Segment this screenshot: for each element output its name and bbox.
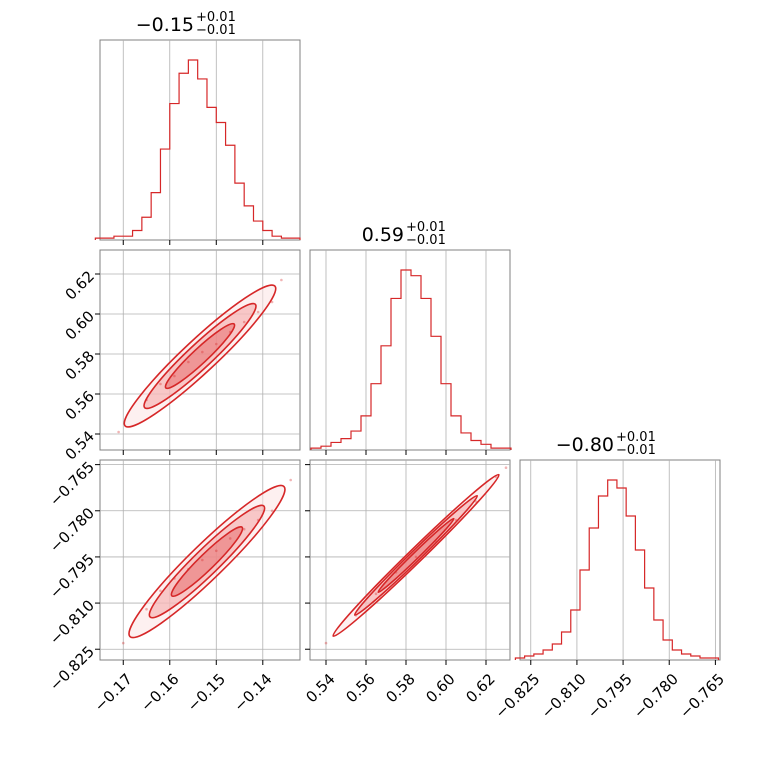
param-minus-1: −0.01 — [406, 233, 446, 248]
sample-point — [159, 589, 162, 593]
sample-point — [256, 310, 260, 314]
param-plus-2: +0.01 — [616, 430, 656, 445]
tick-label-x: −0.17 — [91, 670, 136, 715]
sample-point — [280, 278, 283, 282]
tick-label-x: −0.15 — [184, 670, 229, 715]
tick-label-x: −0.765 — [676, 670, 728, 722]
sample-point — [394, 571, 398, 574]
sample-point — [173, 374, 176, 378]
tick-label-y: −0.780 — [46, 504, 98, 556]
param-median-0: −0.15 — [136, 14, 194, 36]
sample-point — [494, 475, 498, 479]
sample-point — [201, 558, 204, 562]
param-plus-0: +0.01 — [196, 10, 236, 25]
tick-label-x: −0.825 — [492, 670, 544, 722]
tick-label-x: 0.56 — [342, 670, 378, 706]
tick-label-x: 0.60 — [422, 670, 458, 706]
histogram-panel-0: −0.15 +0.01−0.01 — [94, 10, 301, 245]
sample-point — [504, 466, 508, 469]
scatter-panel-1: −0.17 −0.16 −0.15 −0.14−0.825−0.810−0.795−0… — [46, 458, 301, 715]
sample-point — [374, 592, 378, 596]
param-median-1: 0.59 — [362, 224, 404, 246]
param-plus-1: +0.01 — [406, 220, 446, 235]
sample-point — [201, 350, 204, 354]
sample-point — [214, 342, 218, 346]
sample-point — [474, 500, 478, 503]
histogram-step-1 — [310, 269, 512, 450]
tick-label-y: 0.56 — [62, 387, 98, 423]
sample-point — [242, 527, 246, 531]
sample-point — [256, 518, 260, 522]
param-minus-0: −0.01 — [196, 23, 236, 38]
sample-point — [289, 478, 292, 482]
tick-label-y: −0.810 — [46, 596, 98, 648]
sample-point — [187, 567, 190, 571]
sample-point — [434, 540, 438, 543]
histogram-panel-0-frame — [99, 39, 301, 241]
sample-point — [121, 641, 125, 645]
sample-point — [324, 641, 328, 645]
sample-point — [270, 300, 274, 304]
tick-label-y: −0.765 — [46, 458, 98, 510]
tick-label-y: 0.60 — [62, 307, 98, 343]
sample-point — [173, 577, 176, 580]
contour-level-2 — [377, 517, 455, 594]
histogram-panel-2: −0.825−0.810−0.795−0.780−0.765 −0.80 +0.01… — [492, 430, 729, 722]
sample-point — [454, 518, 458, 522]
tick-label-x: −0.16 — [137, 670, 182, 715]
tick-label-x: −0.14 — [230, 670, 275, 715]
sample-point — [228, 537, 232, 540]
sample-point — [145, 607, 148, 611]
tick-label-x: 0.58 — [382, 670, 418, 706]
scatter-panel-2: 0.54 0.56 0.58 0.60 0.62 — [302, 459, 511, 706]
tick-label-y: 0.62 — [62, 267, 98, 303]
sample-point — [242, 320, 246, 324]
sample-point — [159, 382, 162, 386]
histogram-panel-2-frame — [519, 459, 721, 661]
tick-label-x: −0.780 — [630, 670, 682, 722]
histogram-panel-1-frame — [309, 249, 511, 451]
contour-level-2 — [170, 526, 244, 598]
tick-label-y: 0.54 — [62, 427, 98, 463]
param-median-2: −0.80 — [556, 434, 614, 456]
param-minus-2: −0.01 — [616, 443, 656, 458]
sample-point — [117, 430, 120, 434]
scatter-panel-0: 0.54 0.56 0.58 0.60 0.62 — [62, 249, 301, 464]
tick-label-x: −0.810 — [538, 670, 590, 722]
contour-level-2 — [164, 322, 236, 390]
tick-label-y: −0.825 — [46, 643, 98, 695]
tick-label-x: −0.795 — [584, 670, 636, 722]
histogram-step-0 — [94, 59, 301, 240]
sample-point — [228, 330, 232, 334]
sample-point — [414, 555, 418, 559]
histogram-panel-1: 0.59 +0.01−0.01 — [309, 220, 512, 455]
sample-point — [187, 360, 190, 364]
tick-label-x: 0.54 — [302, 670, 338, 706]
sample-point — [145, 398, 148, 402]
sample-point — [354, 614, 358, 617]
sample-point — [270, 509, 274, 513]
sample-point — [214, 549, 218, 553]
tick-label-x: 0.62 — [462, 670, 498, 706]
tick-label-y: −0.795 — [46, 550, 98, 602]
histogram-step-2 — [514, 479, 720, 660]
tick-label-y: 0.58 — [62, 347, 98, 383]
